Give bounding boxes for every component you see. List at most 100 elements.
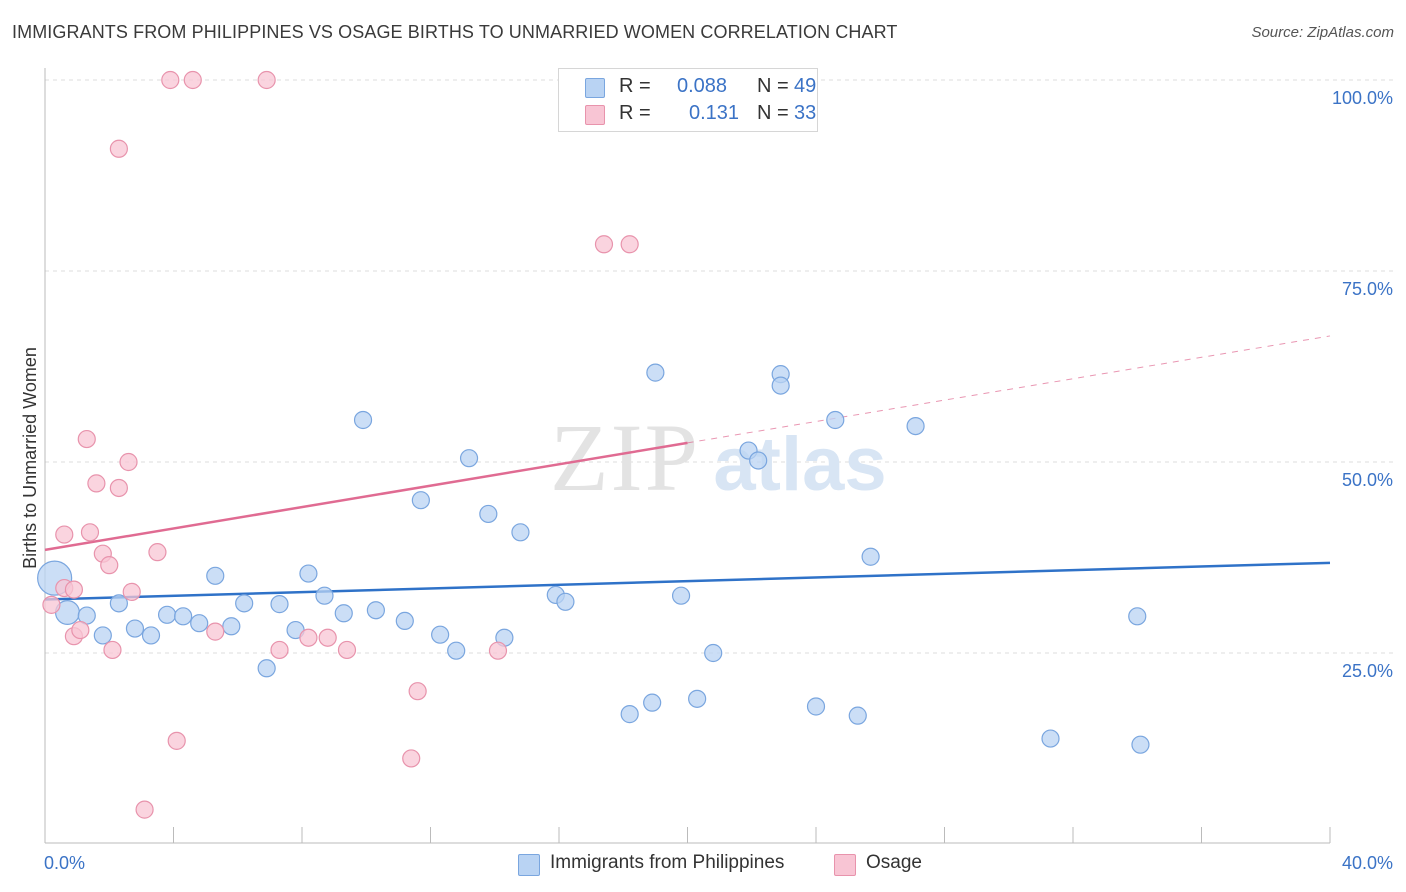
legend-swatch-pink [834, 854, 856, 876]
point-osage [257, 70, 276, 90]
point-philippines [299, 564, 318, 583]
point-philippines [411, 491, 430, 510]
point-osage [109, 139, 128, 158]
point-philippines [222, 617, 241, 636]
point-philippines [174, 607, 193, 626]
point-philippines [125, 619, 145, 638]
point-philippines [511, 523, 530, 542]
point-philippines [431, 625, 450, 644]
point-osage [109, 478, 128, 498]
point-osage [594, 235, 614, 254]
point-philippines [556, 592, 575, 611]
trend-line-osage-extension [687, 335, 1331, 444]
point-osage [100, 556, 119, 575]
point-osage [620, 235, 639, 254]
watermark: ZIP atlas [550, 404, 887, 511]
x-tick-label: 0.0% [44, 853, 85, 873]
point-philippines [771, 376, 790, 395]
stats-n-value: 33 [794, 102, 817, 124]
y-tick-label: 75.0% [1342, 279, 1393, 299]
point-philippines [620, 705, 639, 724]
point-osage [71, 620, 90, 640]
chart-source: Source: ZipAtlas.com [1251, 24, 1394, 41]
stats-swatch-blue [585, 78, 605, 98]
watermark-atlas: atlas [713, 422, 886, 507]
stats-r-value: 0.131 [689, 102, 740, 124]
point-osage [148, 543, 167, 562]
watermark-zip: ZIP [550, 404, 700, 511]
axes [44, 68, 1331, 844]
stats-n-value: 49 [794, 75, 817, 97]
legend-label: Immigrants from Philippines [550, 852, 785, 873]
stats-n-label: N = [757, 75, 789, 97]
point-philippines [861, 547, 880, 566]
point-osage [408, 682, 427, 701]
point-osage [77, 429, 96, 449]
point-osage [402, 749, 421, 768]
point-philippines [315, 586, 334, 605]
point-osage [103, 640, 122, 660]
point-philippines [257, 659, 276, 678]
point-philippines [1041, 729, 1060, 748]
stats-swatch-pink [585, 105, 605, 125]
stats-box: R = 0.088 N = 49 R = 0.131 N = 33 [558, 68, 818, 132]
point-philippines [109, 594, 128, 613]
x-tick-label: 40.0% [1342, 853, 1393, 873]
point-philippines [235, 594, 254, 613]
legend-swatch-blue [518, 854, 540, 876]
point-philippines [141, 626, 161, 645]
trend-line-philippines [44, 561, 1331, 601]
point-philippines [190, 614, 209, 633]
chart-title: IMMIGRANTS FROM PHILIPPINES VS OSAGE BIR… [12, 22, 898, 42]
point-philippines [704, 643, 723, 663]
point-philippines [1131, 735, 1150, 754]
point-osage [55, 525, 74, 544]
point-philippines [395, 611, 414, 631]
point-osage [206, 622, 225, 641]
point-philippines [749, 451, 768, 470]
point-philippines [671, 586, 691, 605]
point-philippines [353, 410, 373, 430]
stats-r-value: 0.088 [677, 75, 728, 97]
point-philippines [93, 626, 112, 645]
point-osage [488, 641, 508, 660]
point-philippines [447, 641, 466, 660]
point-osage [167, 731, 186, 750]
point-osage [87, 474, 106, 493]
point-osage [122, 582, 141, 601]
stats-r-label: R = [619, 75, 651, 97]
tick-labels: 25.0% 50.0% 75.0% 100.0% 0.0% 40.0% [44, 88, 1393, 873]
point-osage [270, 640, 289, 660]
point-philippines [206, 566, 225, 585]
y-tick-label: 100.0% [1332, 88, 1393, 108]
y-axis-label: Births to Unmarried Women [20, 347, 40, 569]
point-philippines [459, 449, 479, 468]
point-osage [299, 628, 318, 647]
trend-lines [44, 335, 1331, 601]
legend-label: Osage [866, 852, 922, 873]
point-philippines [906, 416, 925, 436]
data-points [37, 70, 1150, 819]
point-philippines [334, 604, 353, 623]
y-tick-label: 25.0% [1342, 661, 1393, 681]
point-philippines [688, 689, 707, 708]
point-philippines [806, 697, 826, 716]
point-philippines [646, 363, 665, 382]
point-philippines [643, 693, 662, 712]
trend-line-osage [44, 441, 688, 552]
point-osage [318, 628, 337, 647]
point-osage [161, 70, 180, 90]
point-philippines [366, 601, 385, 620]
point-osage [64, 580, 84, 599]
point-philippines [270, 595, 289, 614]
point-philippines [848, 706, 867, 725]
stats-n-label: N = [757, 102, 789, 124]
point-philippines [479, 504, 498, 524]
point-philippines [826, 410, 845, 430]
point-philippines [1128, 607, 1147, 626]
y-tick-label: 50.0% [1342, 470, 1393, 490]
point-osage [80, 523, 100, 542]
stats-r-label: R = [619, 102, 651, 124]
point-philippines [157, 605, 177, 624]
